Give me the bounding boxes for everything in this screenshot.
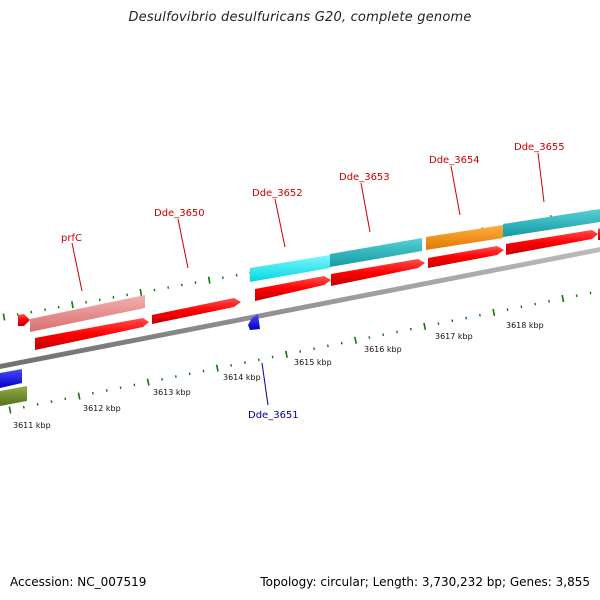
genome-title: Desulfovibrio desulfuricans G20, complet… (128, 10, 472, 25)
prfC-gene-block[interactable] (30, 295, 145, 332)
gene-label-Dde_3653[interactable]: Dde_3653 (339, 172, 390, 183)
forward-feature-layer (30, 209, 600, 332)
leader-lines (71, 152, 545, 406)
Dde_3654-gene-block[interactable] (426, 225, 503, 250)
gene-label-Dde_3655[interactable]: Dde_3655 (514, 142, 565, 153)
reverse-feature-layer (0, 314, 260, 406)
major-tick (2, 313, 6, 321)
kbp-label: 3611 kbp (13, 421, 51, 430)
major-tick (71, 301, 74, 309)
genome-summary-text: Topology: circular; Length: 3,730,232 bp… (260, 575, 590, 589)
kbp-labels: 3611 kbp 3612 kbp 3613 kbp 3614 kbp 3615… (13, 321, 544, 430)
major-tick (146, 378, 150, 386)
major-tick (139, 288, 143, 297)
gene-label-Dde_3651[interactable]: Dde_3651 (248, 410, 299, 421)
gene-label-Dde_3650[interactable]: Dde_3650 (154, 208, 205, 219)
major-tick (284, 350, 288, 358)
Dde_3653-cds-arrow[interactable] (331, 259, 425, 286)
major-tick (561, 294, 565, 303)
genome-backbone (0, 247, 600, 369)
major-tick (492, 308, 496, 317)
gene-label-Dde_3654[interactable]: Dde_3654 (429, 155, 480, 166)
Dde_3650-cds-arrow[interactable] (152, 298, 241, 324)
kbp-label: 3618 kbp (506, 321, 544, 330)
kbp-label: 3617 kbp (435, 332, 473, 341)
major-tick (215, 364, 219, 372)
Dde_3652-cds-arrow[interactable] (255, 276, 331, 301)
inner-tick-track (8, 291, 592, 414)
major-tick (354, 336, 358, 344)
forward-cds-layer (18, 228, 600, 350)
reverse-olive-partial-block[interactable] (0, 386, 27, 406)
major-tick (8, 406, 12, 414)
major-tick (423, 322, 427, 330)
gene-label-Dde_3652[interactable]: Dde_3652 (252, 188, 303, 199)
Dde_3651-cds-arrow[interactable] (248, 314, 260, 330)
major-tick (77, 392, 81, 400)
major-tick (207, 276, 211, 284)
accession-text: Accession: NC_007519 (10, 575, 147, 589)
gene-labels: prfC Dde_3650 Dde_3651 Dde_3652 Dde_3653… (61, 142, 565, 421)
gene-label-prfC[interactable]: prfC (61, 233, 82, 244)
reverse-blue-partial-block[interactable] (0, 369, 22, 388)
kbp-label: 3615 kbp (294, 358, 332, 367)
Dde_3652-gene-block[interactable] (250, 255, 330, 282)
Dde_3655-cds-arrow[interactable] (506, 230, 598, 255)
kbp-label: 3616 kbp (364, 345, 402, 354)
prfC-cds-arrow[interactable] (35, 318, 149, 350)
Dde_3654-cds-arrow[interactable] (428, 246, 504, 268)
kbp-label: 3612 kbp (83, 404, 121, 413)
partial-cds-arrow-left[interactable] (18, 314, 30, 326)
Dde_3655-gene-block[interactable] (503, 209, 600, 237)
kbp-label: 3613 kbp (153, 388, 191, 397)
kbp-label: 3614 kbp (223, 373, 261, 382)
Dde_3653-gene-block[interactable] (330, 238, 422, 267)
